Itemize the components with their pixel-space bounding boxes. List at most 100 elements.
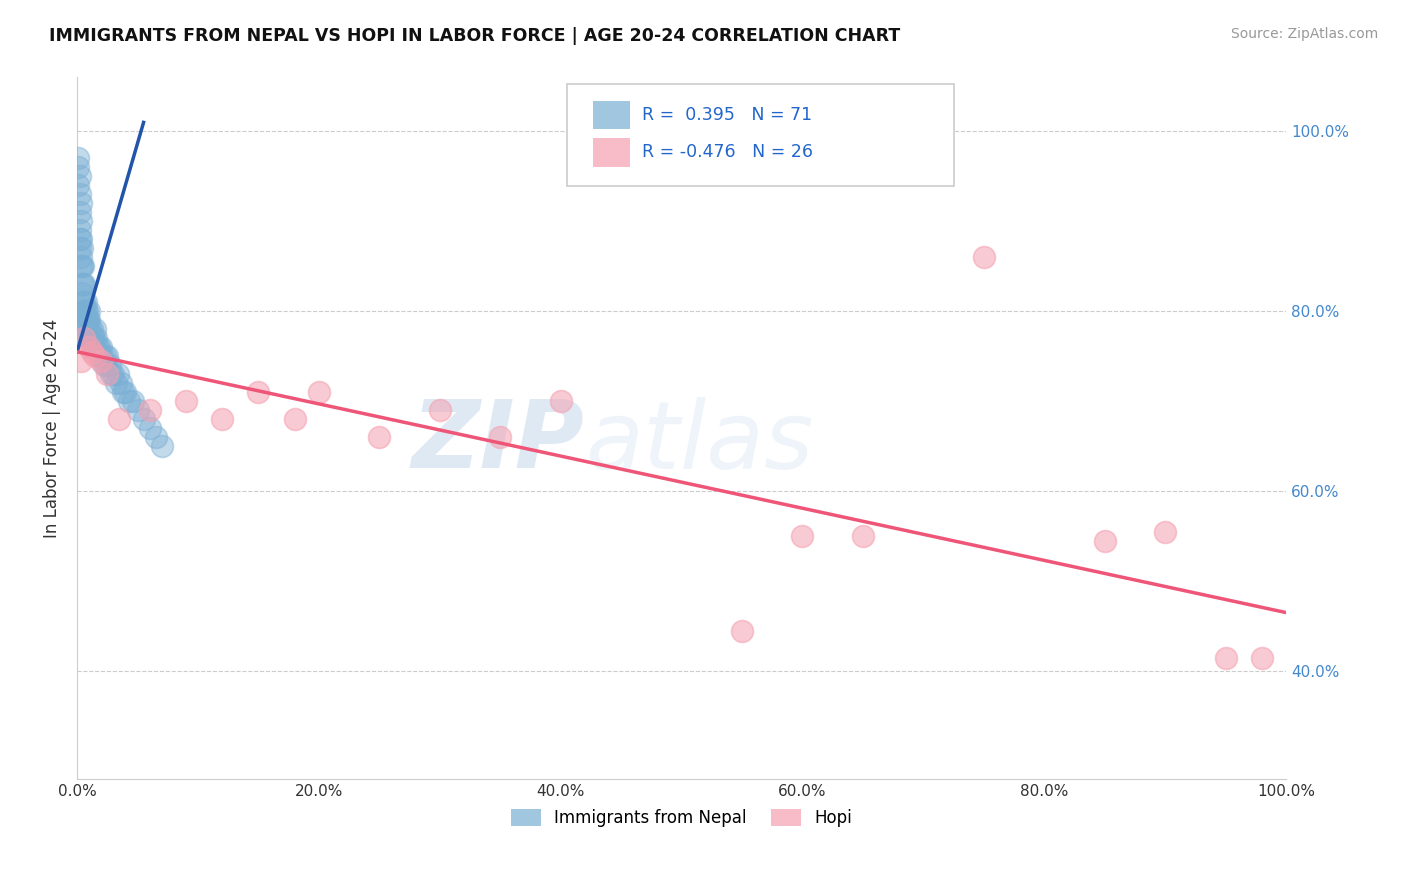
Point <box>80 340 103 354</box>
Point <box>67 152 90 166</box>
Point <box>67 178 90 193</box>
Point <box>368 430 391 444</box>
Point <box>1215 650 1237 665</box>
Point <box>1250 650 1272 665</box>
Point <box>91 349 114 363</box>
Point <box>792 529 814 543</box>
Point <box>70 277 93 292</box>
Text: R = -0.476   N = 26: R = -0.476 N = 26 <box>641 144 813 161</box>
Point <box>70 286 93 301</box>
Point <box>107 368 129 382</box>
Point <box>76 304 98 318</box>
Point <box>72 304 94 318</box>
FancyBboxPatch shape <box>593 138 630 167</box>
Point <box>69 205 91 219</box>
Point <box>90 340 112 354</box>
Legend: Immigrants from Nepal, Hopi: Immigrants from Nepal, Hopi <box>503 802 859 834</box>
Point <box>127 403 149 417</box>
Point <box>76 313 98 327</box>
Point <box>284 412 307 426</box>
Point <box>69 250 91 264</box>
Point <box>90 353 112 368</box>
Point <box>72 277 94 292</box>
Point <box>77 313 100 327</box>
Point <box>103 368 125 382</box>
Point <box>70 260 93 274</box>
Point <box>77 322 100 336</box>
Point <box>489 430 512 444</box>
Point <box>1154 524 1177 539</box>
Point <box>72 260 94 274</box>
Point <box>852 529 875 543</box>
Point <box>75 322 97 336</box>
Point <box>145 430 167 444</box>
Point <box>429 403 451 417</box>
Point <box>69 232 91 246</box>
Point <box>69 353 91 368</box>
Point <box>80 344 103 359</box>
Point <box>550 394 572 409</box>
Point <box>77 331 100 345</box>
Point <box>93 358 115 372</box>
Point <box>1094 533 1116 548</box>
FancyBboxPatch shape <box>593 101 630 128</box>
Point <box>84 349 107 363</box>
Point <box>121 394 143 409</box>
Point <box>110 376 132 391</box>
Point <box>69 232 91 246</box>
Point <box>150 439 173 453</box>
Point <box>73 277 96 292</box>
Point <box>77 313 100 327</box>
Point <box>73 295 96 310</box>
Text: R =  0.395   N = 71: R = 0.395 N = 71 <box>641 105 811 124</box>
Point <box>83 340 105 354</box>
Y-axis label: In Labor Force | Age 20-24: In Labor Force | Age 20-24 <box>44 318 60 538</box>
Point <box>132 412 155 426</box>
Point <box>73 304 96 318</box>
Point <box>69 196 91 211</box>
Text: IMMIGRANTS FROM NEPAL VS HOPI IN LABOR FORCE | AGE 20-24 CORRELATION CHART: IMMIGRANTS FROM NEPAL VS HOPI IN LABOR F… <box>49 27 900 45</box>
Point <box>94 358 117 372</box>
Point <box>138 421 160 435</box>
Point <box>86 331 108 345</box>
Point <box>108 412 131 426</box>
Point <box>75 304 97 318</box>
Point <box>83 331 105 345</box>
Point <box>69 223 91 237</box>
Point <box>69 214 91 228</box>
Point <box>72 313 94 327</box>
Point <box>308 385 330 400</box>
Point <box>82 331 104 345</box>
Point <box>114 385 136 400</box>
Point <box>138 403 160 417</box>
Point <box>69 260 91 274</box>
Point <box>75 295 97 310</box>
Text: Source: ZipAtlas.com: Source: ZipAtlas.com <box>1230 27 1378 41</box>
Point <box>973 250 995 264</box>
Point <box>76 331 98 345</box>
Point <box>80 322 103 336</box>
Point <box>731 624 754 638</box>
Point <box>72 295 94 310</box>
Point <box>77 304 100 318</box>
Point <box>79 331 101 345</box>
Point <box>79 322 101 336</box>
Text: ZIP: ZIP <box>412 396 585 488</box>
Point <box>84 322 107 336</box>
Point <box>96 368 118 382</box>
Point <box>73 331 96 345</box>
Text: atlas: atlas <box>585 397 813 488</box>
Point <box>67 161 90 175</box>
Point <box>247 385 270 400</box>
Point <box>98 358 121 372</box>
Point <box>100 368 122 382</box>
Point <box>69 241 91 255</box>
Point <box>96 349 118 363</box>
Point <box>174 394 197 409</box>
Point <box>69 187 91 202</box>
FancyBboxPatch shape <box>567 85 953 186</box>
Point <box>89 349 111 363</box>
Point <box>69 169 91 184</box>
Point <box>87 340 110 354</box>
Point <box>211 412 233 426</box>
